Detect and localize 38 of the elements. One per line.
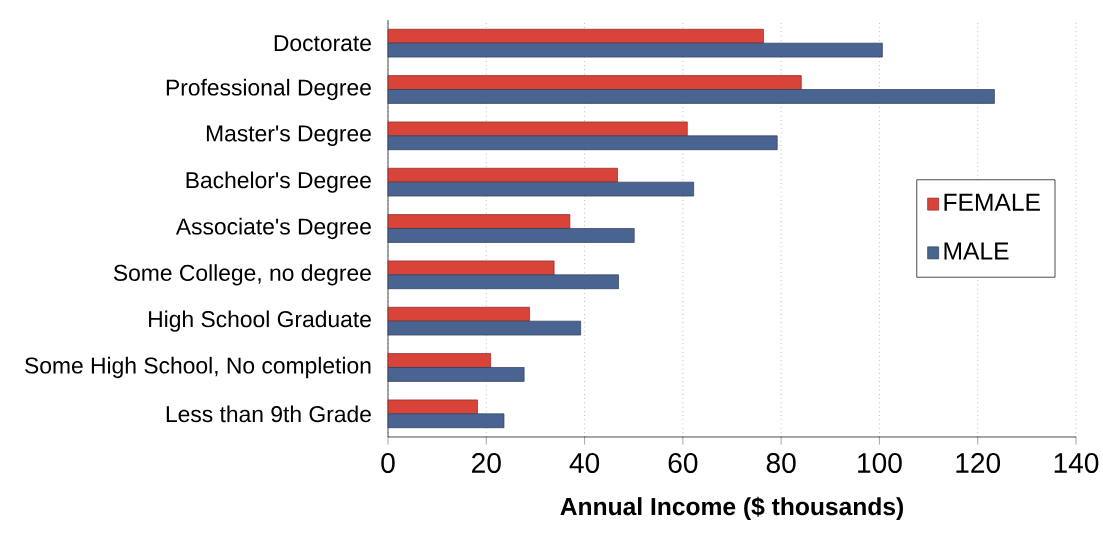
x-tick-label: 0 (381, 453, 395, 473)
bar (387, 228, 635, 243)
y-tick-label: High School Graduate (149, 310, 371, 332)
bar (387, 367, 525, 382)
bar (387, 42, 883, 58)
x-tick-label: 20 (472, 453, 501, 473)
x-axis-title: Annual Income ($ thousands) (560, 496, 904, 521)
y-tick-label: Associate's Degree (175, 217, 371, 240)
y-tick-label: Some College, no degree (113, 264, 371, 286)
bar (387, 399, 478, 415)
x-tick-label: 40 (569, 453, 600, 473)
y-tick-label: Bachelor's Degree (186, 171, 371, 193)
x-tick-label: 80 (766, 453, 796, 473)
bar (387, 320, 581, 336)
bar (387, 28, 764, 44)
bar (387, 260, 555, 276)
bar (387, 89, 995, 104)
y-tick-label: Professional Degree (166, 78, 371, 101)
bar (387, 413, 505, 429)
bar (387, 75, 802, 90)
bar (387, 121, 688, 137)
y-tick-label: Master's Degree (206, 125, 371, 147)
y-tick-label: Doctorate (274, 35, 371, 52)
x-tick-label: 60 (668, 453, 698, 473)
x-tick-label: 120 (956, 453, 1001, 473)
bar (387, 353, 492, 368)
y-tick-label: Some High School, No completion (25, 356, 371, 379)
bar (387, 135, 778, 151)
bar (387, 167, 618, 183)
legend-label: FEMALE (944, 193, 1040, 211)
x-tick-label: 140 (1054, 453, 1099, 473)
legend-label: MALE (944, 242, 1009, 260)
bar (387, 306, 530, 322)
x-tick-label: 100 (858, 453, 902, 473)
y-tick-label: Less than 9th Grade (166, 405, 371, 423)
bar (387, 274, 619, 290)
bar (387, 181, 695, 197)
bar (387, 214, 571, 229)
